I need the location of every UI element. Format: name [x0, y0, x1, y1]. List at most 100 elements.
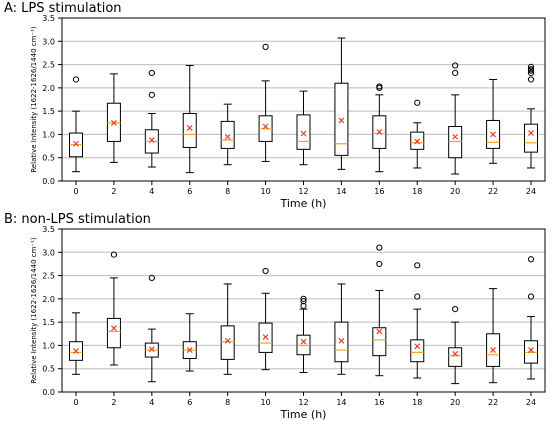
y-tick-label: 1.0 [42, 130, 55, 139]
x-tick-label: 24 [526, 187, 536, 196]
x-tick-label: 12 [298, 398, 308, 407]
mean-marker [300, 338, 307, 345]
x-tick-label: 8 [225, 398, 230, 407]
outlier-point [527, 293, 535, 300]
mean-marker [414, 343, 421, 350]
mean-marker [224, 337, 231, 344]
x-tick-label: 20 [450, 187, 460, 196]
x-tick-label: 0 [73, 398, 78, 407]
x-tick-label: 0 [73, 187, 78, 196]
x-tick-label: 2 [111, 187, 116, 196]
outlier-point [527, 69, 535, 77]
x-tick-label: 6 [187, 398, 192, 407]
box [220, 120, 235, 149]
outlier-point [527, 63, 535, 71]
outlier-point [527, 66, 535, 73]
y-tick-label: 1.5 [42, 107, 55, 116]
mean-marker [376, 129, 383, 136]
y-tick-label: 3.5 [42, 14, 55, 23]
x-tick-label: 16 [374, 398, 384, 407]
mean-marker [73, 140, 79, 147]
x-tick-label: 2 [111, 398, 116, 407]
mean-marker [414, 138, 421, 145]
box [524, 123, 538, 153]
mean-marker [490, 347, 497, 354]
panel-title: B: non-LPS stimulation [4, 212, 151, 227]
boxplot-non-lps: 0.00.51.01.52.02.53.03.50 2 4 6 8 10 12 14 16 18 2… [30, 225, 546, 421]
outlier-point [452, 62, 459, 69]
box [106, 317, 121, 349]
panel-title: A: LPS stimulation [4, 1, 122, 16]
x-tick-label: 22 [488, 398, 498, 407]
outlier-point [414, 293, 421, 300]
outlier-point [262, 267, 269, 275]
mean-marker [452, 133, 459, 140]
x-tick-label: 22 [488, 187, 498, 196]
box [448, 347, 463, 367]
outlier-point [376, 260, 383, 268]
box [334, 321, 349, 363]
mean-marker [528, 347, 534, 354]
y-tick-label: 0.0 [42, 177, 55, 186]
x-tick-label: 14 [336, 398, 346, 407]
mean-marker [262, 334, 269, 340]
y-tick-label: 3.0 [42, 248, 55, 257]
boxplot-lps: 0.00.51.01.52.02.53.03.50 2 4 6 8 10 12 14 16 18 2… [30, 14, 546, 210]
mean-marker [490, 131, 497, 138]
y-axis-label: Relative Intensity (1622-1626/1440 cm⁻¹) [30, 237, 38, 384]
x-axis-label: Time (h) [280, 408, 327, 421]
x-tick-label: 24 [526, 398, 536, 407]
outlier-point [527, 256, 535, 263]
outlier-point [110, 251, 118, 258]
outlier-point [72, 76, 80, 83]
mean-marker [148, 346, 155, 353]
x-tick-label: 8 [225, 187, 230, 196]
mean-marker [148, 137, 155, 143]
box [372, 327, 387, 357]
x-tick-label: 10 [260, 187, 270, 196]
outlier-point [452, 69, 459, 77]
box [334, 82, 349, 156]
x-tick-label: 6 [187, 187, 192, 196]
x-axis-label: Time (h) [280, 197, 327, 210]
outlier-point [300, 298, 307, 305]
x-tick-label: 18 [412, 398, 422, 407]
outlier-point [376, 83, 383, 90]
box [296, 114, 311, 150]
mean-marker [186, 124, 193, 131]
x-tick-label: 20 [450, 398, 460, 407]
x-tick-label: 18 [412, 187, 422, 196]
panel-non-lps: B: non-LPS stimulation 0.0 0.5 1.0 1.5 2.0 2.… [0, 211, 550, 421]
y-tick-label: 1.5 [42, 318, 55, 327]
outlier-point [376, 244, 383, 251]
y-tick-label: 2.5 [42, 272, 55, 281]
x-tick-label: 16 [374, 187, 384, 196]
mean-marker [110, 119, 117, 126]
y-tick-label: 2.5 [42, 61, 55, 70]
x-tick-label: 14 [336, 187, 346, 196]
outlier-point [452, 306, 459, 313]
box [448, 126, 463, 159]
mean-marker [452, 350, 459, 357]
x-tick-label: 4 [149, 187, 154, 196]
mean-marker [528, 130, 534, 136]
outlier-point [262, 43, 269, 50]
mean-marker [186, 347, 193, 354]
outlier-point [300, 295, 307, 302]
outlier-point [527, 76, 535, 83]
y-tick-label: 3.5 [42, 225, 55, 234]
x-tick-label: 10 [260, 398, 270, 407]
mean-marker [338, 337, 345, 344]
y-tick-label: 0.5 [42, 365, 55, 374]
y-tick-label: 1.0 [42, 341, 55, 350]
outlier-point [414, 262, 421, 269]
y-tick-label: 0.0 [42, 388, 55, 397]
y-tick-label: 0.5 [42, 154, 55, 163]
outlier-point [148, 91, 155, 98]
y-tick-label: 3.0 [42, 37, 55, 46]
y-tick-label: 2.0 [42, 84, 55, 93]
y-axis-label: Relative Intensity (1622-1626/1440 cm⁻¹) [30, 26, 38, 173]
outlier-point [414, 99, 421, 106]
mean-marker [224, 133, 231, 140]
outlier-point [300, 302, 307, 309]
